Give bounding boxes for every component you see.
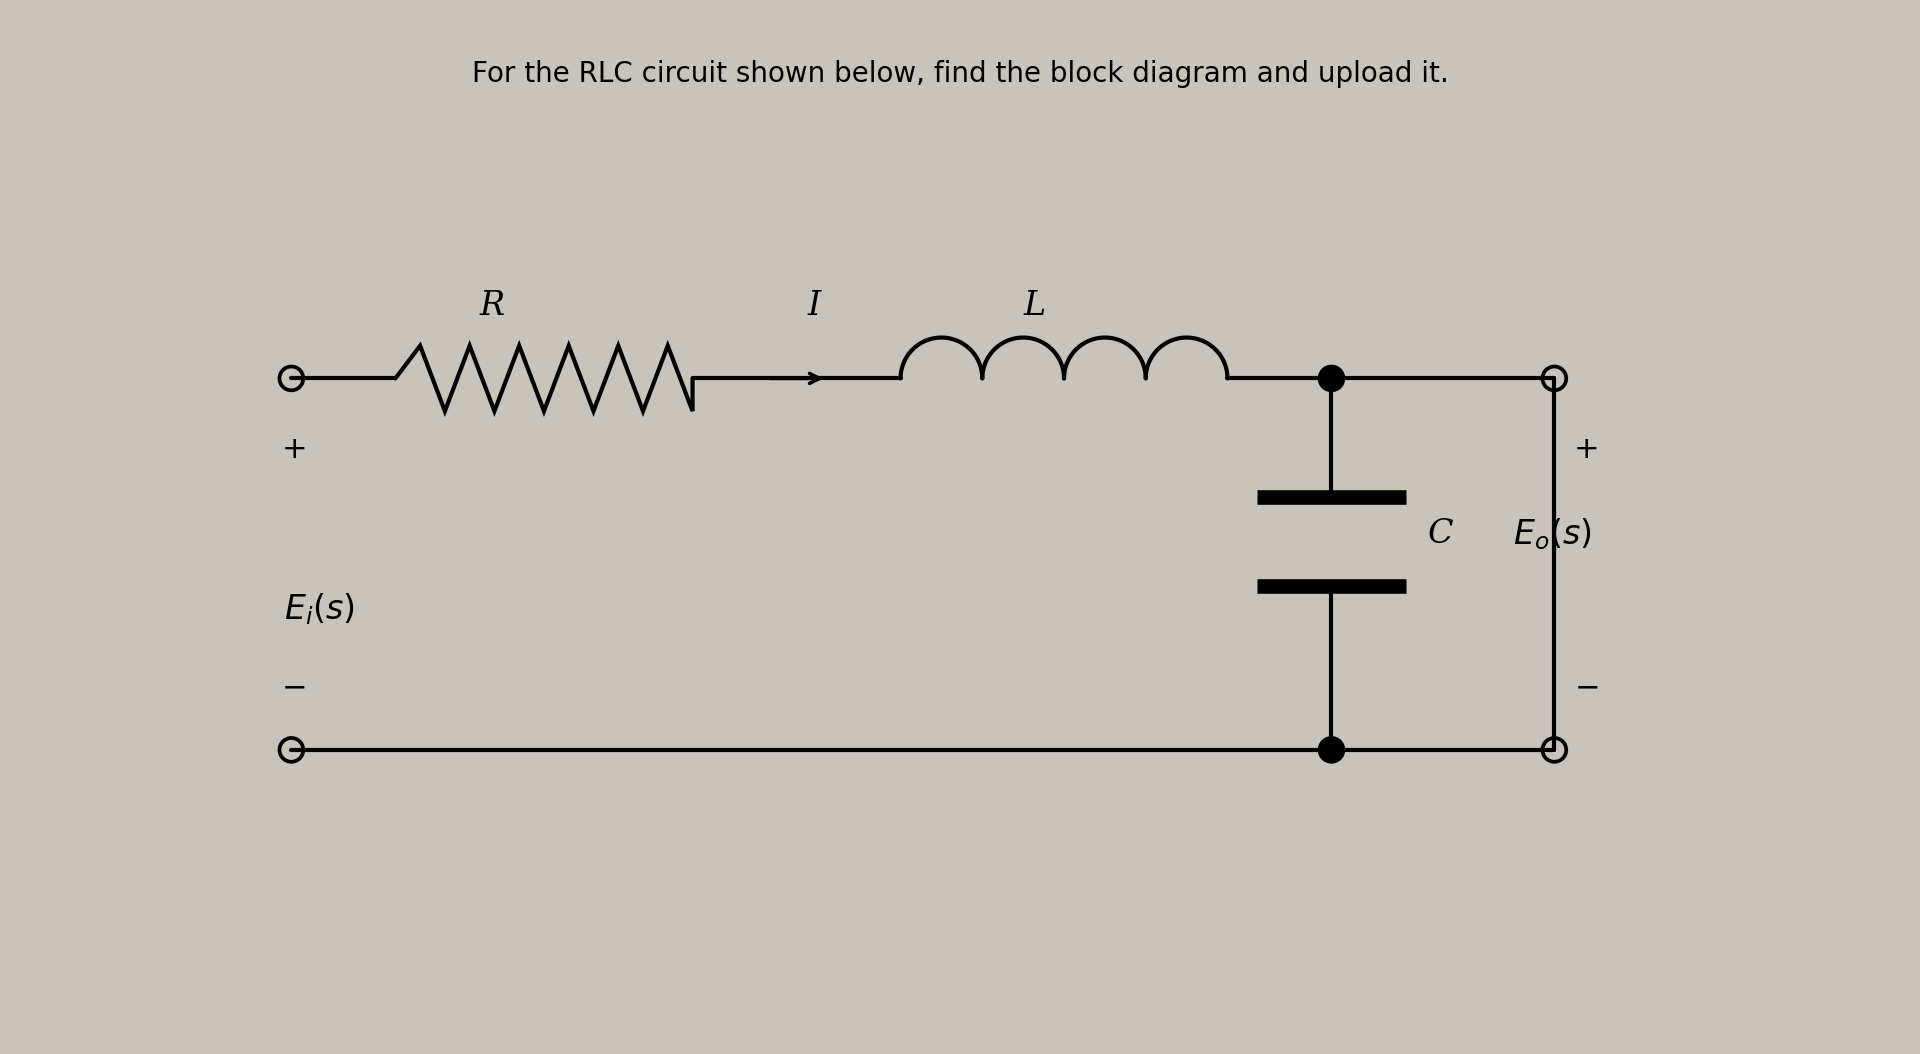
Text: L: L [1023,290,1044,321]
Circle shape [1319,367,1344,390]
Text: $E_i(s)$: $E_i(s)$ [284,591,355,626]
Text: $E_o(s)$: $E_o(s)$ [1513,516,1592,552]
Text: R: R [480,290,505,321]
Text: +: + [1574,435,1599,464]
Text: −: − [1574,674,1599,702]
Text: For the RLC circuit shown below, find the block diagram and upload it.: For the RLC circuit shown below, find th… [472,60,1448,87]
Text: +: + [282,435,307,464]
Text: I: I [808,290,822,321]
Circle shape [1319,738,1344,762]
Text: −: − [282,674,307,702]
Text: C: C [1428,519,1453,550]
